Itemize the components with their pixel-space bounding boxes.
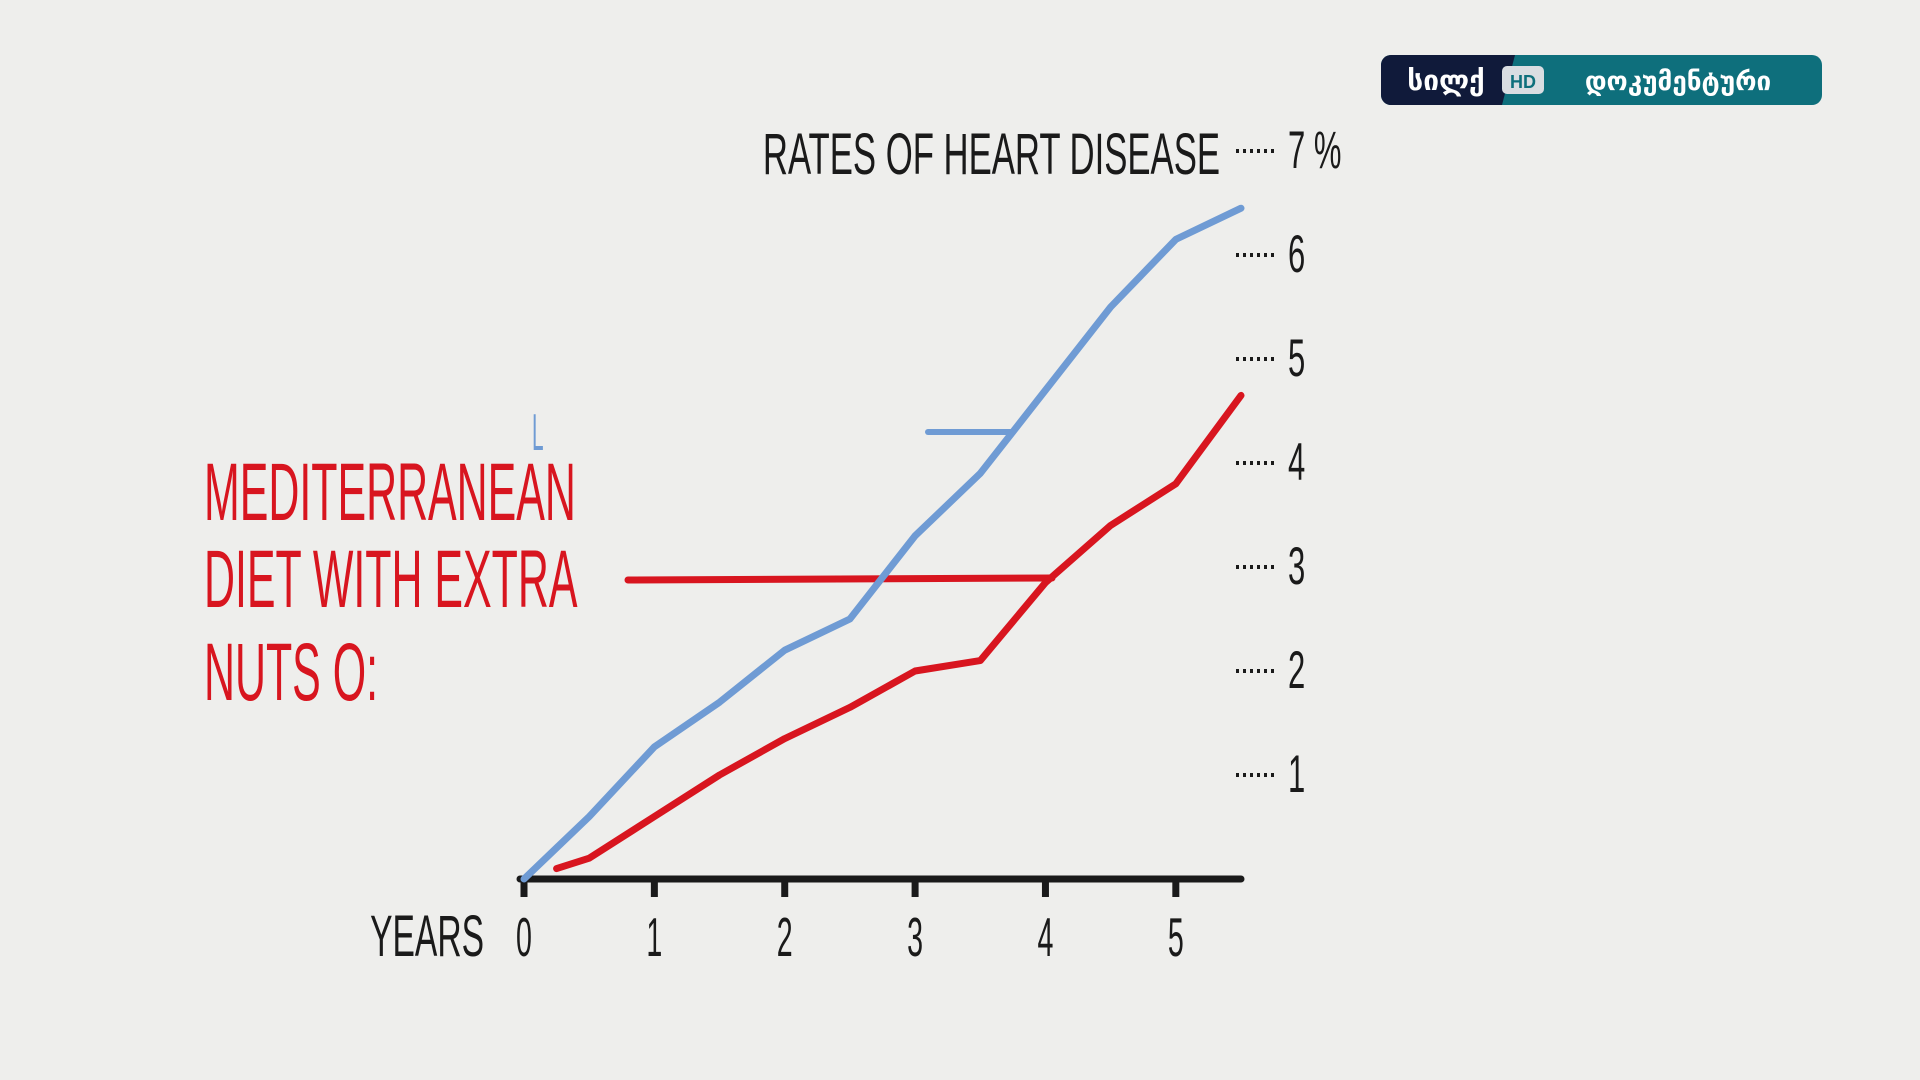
x-tick-label: 5	[1168, 908, 1184, 968]
y-tick-label: 6	[1288, 226, 1305, 284]
y-tick-label: 4	[1288, 434, 1305, 492]
logo-right-text: დოკუმენტური	[1585, 67, 1771, 97]
annotation-pointer	[624, 574, 1056, 584]
annotation: DIET WITH EXTRA	[204, 533, 578, 624]
x-tick-label: 3	[907, 908, 923, 968]
y-tick-label: 3	[1288, 538, 1305, 596]
channel-logo: სილქ HD დოკუმენტური	[1381, 55, 1822, 105]
y-tick-label: 7 %	[1288, 122, 1341, 180]
chart-title: RATES OF HEART DISEASE	[763, 122, 1220, 188]
logo-badge: HD	[1510, 72, 1536, 92]
data-line	[520, 204, 1245, 883]
x-tick-label: 4	[1037, 908, 1053, 968]
y-tick-label: 2	[1288, 642, 1305, 700]
annotation: NUTS O:	[204, 626, 378, 717]
logo-left-text: სილქ	[1407, 64, 1484, 97]
logo-badge-box	[1502, 66, 1544, 94]
x-tick-label: 0	[516, 908, 532, 968]
y-tick-label: 5	[1288, 330, 1305, 388]
annotation: MEDITERRANEAN	[204, 446, 576, 537]
data-line	[553, 391, 1245, 873]
x-axis-label: YEARS	[370, 904, 484, 969]
x-tick-label: 1	[646, 908, 662, 968]
x-tick-label: 2	[777, 908, 793, 968]
y-tick-label: 1	[1288, 746, 1305, 804]
logo-left-panel	[1381, 55, 1515, 105]
annotation: L	[532, 404, 544, 462]
